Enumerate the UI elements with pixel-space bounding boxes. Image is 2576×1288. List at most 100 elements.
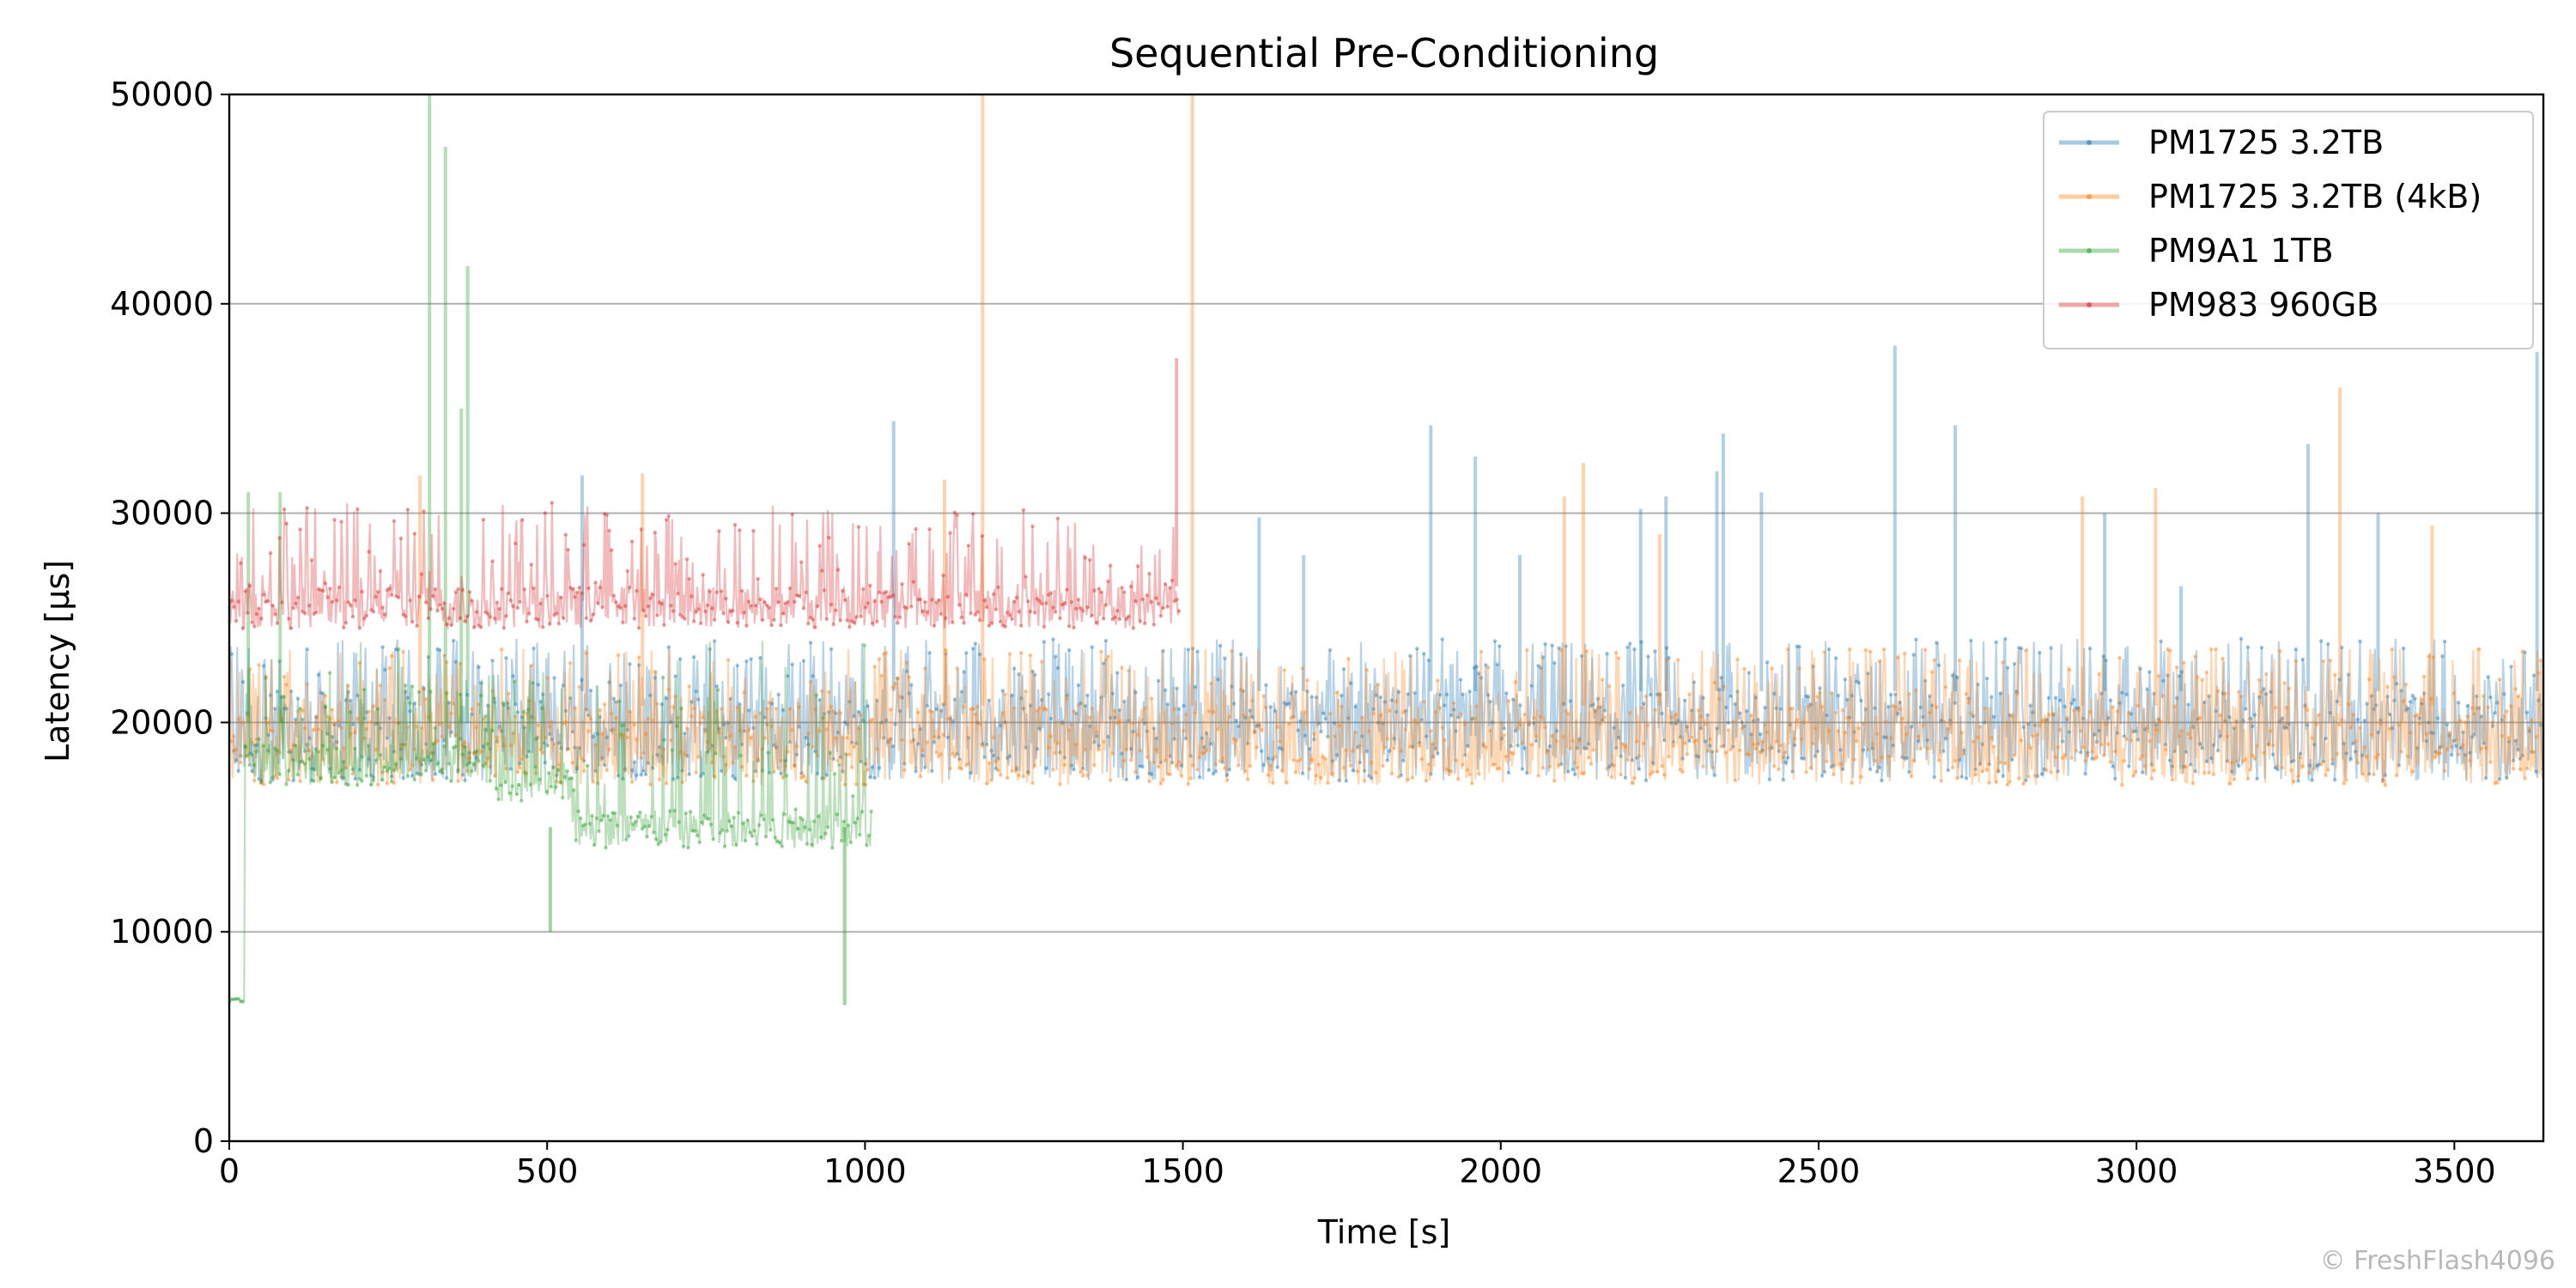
data-point <box>442 738 447 743</box>
data-point <box>2372 707 2376 711</box>
data-point <box>2008 780 2012 784</box>
data-point <box>1279 769 1285 773</box>
data-point <box>1687 738 1692 744</box>
data-point <box>339 726 343 731</box>
data-point <box>1264 683 1268 687</box>
data-point <box>814 693 818 697</box>
data-point <box>2330 762 2335 766</box>
data-point <box>989 621 993 625</box>
data-point <box>724 762 728 767</box>
data-point <box>444 690 449 696</box>
data-point <box>945 717 951 721</box>
data-point <box>641 750 646 756</box>
data-point <box>280 695 284 699</box>
data-point <box>239 561 243 566</box>
data-point <box>1268 705 1273 709</box>
data-point <box>1220 760 1225 764</box>
data-point <box>999 619 1003 624</box>
data-point <box>2280 716 2285 720</box>
data-point <box>2065 717 2069 721</box>
data-point <box>298 707 302 711</box>
data-point <box>2465 704 2470 708</box>
data-point <box>1140 764 1145 769</box>
data-point <box>533 764 538 769</box>
data-point <box>1065 693 1069 697</box>
data-point <box>611 696 616 701</box>
data-point <box>1731 720 1735 724</box>
data-point <box>2184 764 2189 769</box>
data-point <box>1861 721 1866 726</box>
data-point <box>1948 718 1953 723</box>
data-point <box>1010 617 1014 622</box>
data-point <box>2182 660 2186 665</box>
data-point <box>1422 652 1426 656</box>
data-point <box>1623 775 1628 780</box>
data-point <box>2134 769 2138 774</box>
data-point <box>799 560 804 564</box>
data-point <box>542 741 547 745</box>
data-point <box>2479 714 2483 719</box>
data-point <box>992 592 996 597</box>
data-point <box>738 528 742 532</box>
data-point <box>817 544 822 548</box>
data-point <box>2442 639 2447 644</box>
data-point <box>558 781 562 785</box>
data-point <box>811 674 815 678</box>
data-point <box>350 615 355 619</box>
data-point <box>1783 760 1788 765</box>
data-point <box>696 755 701 759</box>
data-point <box>1030 781 1035 786</box>
data-point <box>760 617 765 623</box>
data-point <box>2177 734 2182 738</box>
data-point <box>1238 687 1243 692</box>
data-point <box>665 828 670 832</box>
data-point <box>229 739 234 744</box>
data-point <box>2451 691 2456 696</box>
data-point <box>2148 670 2152 674</box>
data-point <box>1909 774 1914 779</box>
data-point <box>445 659 449 665</box>
data-point <box>1825 759 1829 763</box>
data-point <box>538 747 543 752</box>
data-point <box>2145 726 2149 730</box>
data-point <box>742 611 746 615</box>
data-point <box>2431 731 2435 736</box>
data-point <box>1479 675 1484 680</box>
data-point <box>732 776 738 781</box>
data-point <box>493 617 497 621</box>
data-point <box>951 751 955 756</box>
data-point <box>1145 755 1150 760</box>
data-point <box>383 667 387 672</box>
data-point <box>822 588 827 592</box>
data-point <box>1870 742 1874 746</box>
data-point <box>600 605 605 610</box>
data-point <box>584 708 588 712</box>
data-point <box>335 598 339 603</box>
data-point <box>2303 705 2307 709</box>
data-point <box>2392 698 2397 702</box>
data-point <box>728 609 732 613</box>
x-tick-label: 500 <box>516 1152 579 1190</box>
data-point <box>653 531 657 535</box>
data-point <box>323 705 328 709</box>
data-point <box>447 616 452 621</box>
data-point <box>2225 734 2230 738</box>
data-point <box>896 621 900 625</box>
data-point <box>1230 684 1234 689</box>
data-point <box>2014 690 2019 694</box>
data-point <box>605 735 609 739</box>
data-point <box>321 588 325 593</box>
data-point <box>330 734 335 739</box>
data-point <box>465 762 470 767</box>
data-point <box>1149 599 1154 605</box>
data-point <box>284 683 289 687</box>
data-point <box>383 612 387 617</box>
data-point <box>2278 648 2282 653</box>
data-point <box>896 677 900 681</box>
data-point <box>541 625 545 629</box>
data-point <box>1165 772 1170 776</box>
data-point <box>841 769 845 774</box>
data-point <box>680 781 684 785</box>
data-point <box>742 729 746 733</box>
data-point <box>587 822 592 826</box>
